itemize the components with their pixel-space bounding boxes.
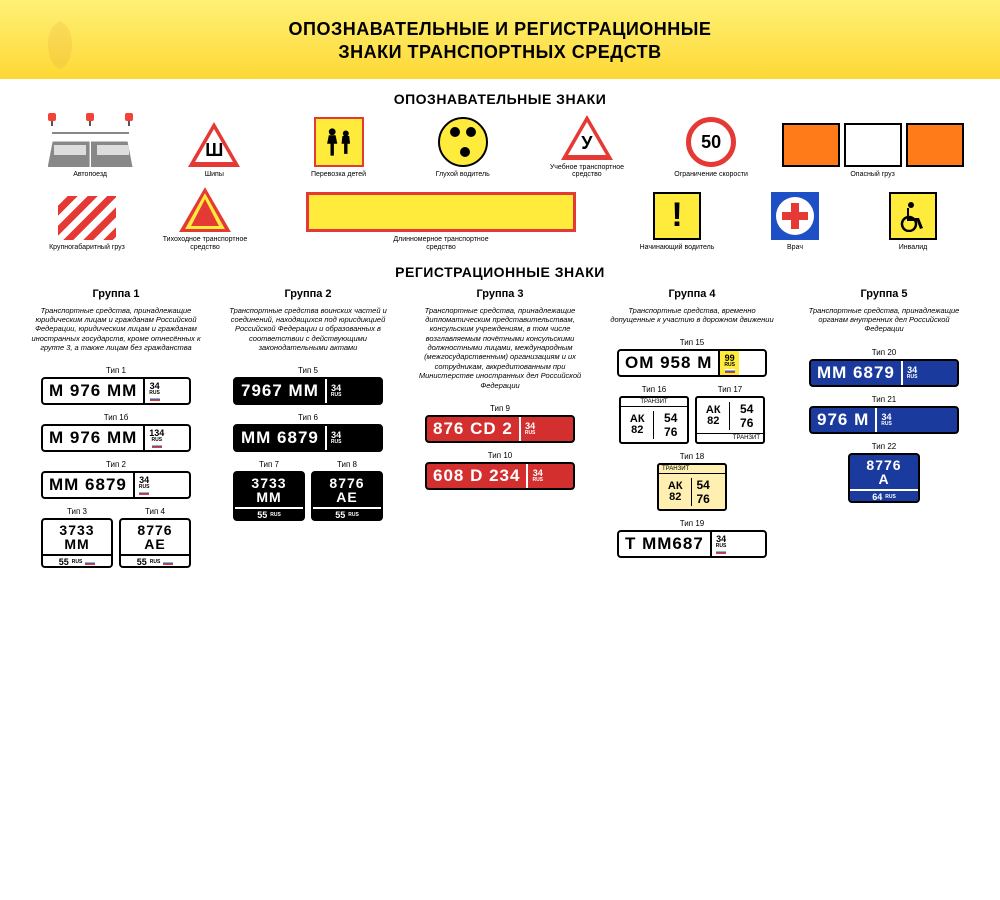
plate-type-2: ММ 687934RUS	[41, 471, 191, 499]
plate-label: Тип 4	[119, 507, 191, 516]
sign-hazardous-cargo: Опасный груз	[773, 123, 972, 179]
group-5-title: Группа 5	[860, 288, 907, 300]
long-vehicle-icon	[306, 192, 576, 232]
plate-type-1: М 976 ММ34RUS	[41, 377, 191, 405]
group-3-title: Группа 3	[476, 288, 523, 300]
plate-label: Тип 10	[488, 451, 512, 460]
group-1-desc: Транспортные средства, принадлежащие юри…	[31, 306, 201, 353]
id-section-title: ОПОЗНАВАТЕЛЬНЫЕ ЗНАКИ	[0, 91, 1000, 107]
plate-type-7: 3733ММ55RUS	[233, 471, 305, 521]
plate-type-1b: М 976 ММ134RUS	[41, 424, 191, 452]
plate-type-9: 876 CD 234RUS	[425, 415, 575, 443]
plate-type-16: ТРАНЗИТАК 8254 76	[619, 396, 689, 444]
plate-type-3: 3733ММ55RUS	[41, 518, 113, 568]
plate-label: Тип 1	[106, 366, 126, 375]
plate-label: Тип 6	[298, 413, 318, 422]
group-2-desc: Транспортные средства воинских частей и …	[223, 306, 393, 353]
sign-spikes: Ш Шипы	[152, 122, 276, 179]
plate-label: Тип 18	[680, 452, 704, 461]
sign-disabled: Инвалид	[854, 192, 972, 252]
id-signs-row-1: Автопоезд Ш Шипы Перевозка детей Глухой …	[0, 115, 1000, 179]
plate-type-15: ОМ 958 М99RUS	[617, 349, 767, 377]
group-3-desc: Транспортные средства, принадлежащие дип…	[415, 306, 585, 390]
plate-label: Тип 3	[41, 507, 113, 516]
sign-children: Перевозка детей	[276, 117, 400, 179]
registration-groups: Группа 1 Транспортные средства, принадле…	[0, 288, 1000, 573]
group-2: Группа 2 Транспортные средства воинских …	[216, 288, 400, 573]
plate-type-5: 7967 ММ34RUS	[233, 377, 383, 405]
group-4-desc: Транспортные средства, временно допущенн…	[607, 306, 777, 325]
group-1-title: Группа 1	[92, 288, 139, 300]
plate-label: Тип 20	[872, 348, 896, 357]
logo-icon	[30, 15, 90, 75]
sign-long-vehicle: Длинномерное транспортное средство	[264, 192, 618, 251]
plate-type-18: ТРАНЗИТАК 8254 76	[657, 463, 727, 511]
group-3: Группа 3 Транспортные средства, принадле…	[408, 288, 592, 573]
plate-label: Тип 19	[680, 519, 704, 528]
plate-label: Тип 2	[106, 460, 126, 469]
plate-label: Тип 9	[490, 404, 510, 413]
plate-label: Тип 1б	[104, 413, 129, 422]
plate-type-20: ММ 687934RUS	[809, 359, 959, 387]
plate-label: Тип 21	[872, 395, 896, 404]
plate-type-17: АК 8254 76ТРАНЗИТ	[695, 396, 765, 444]
spikes-icon: Ш	[188, 122, 240, 167]
sign-novice-driver: ! Начинающий водитель	[618, 192, 736, 252]
sign-speed-limit: 50 Ограничение скорости	[649, 117, 773, 179]
plate-type-4: 8776АЕ55RUS	[119, 518, 191, 568]
group-4: Группа 4 Транспортные средства, временно…	[600, 288, 784, 573]
plate-label: Тип 16	[619, 385, 689, 394]
sign-doctor: Врач	[736, 192, 854, 252]
plate-label: Тип 5	[298, 366, 318, 375]
plate-type-6: ММ 687934RUS	[233, 424, 383, 452]
plate-label: Тип 22	[872, 442, 896, 451]
sign-learner: У Учебное транспортное средство	[525, 115, 649, 179]
deaf-icon	[438, 117, 488, 167]
speed-limit-icon: 50	[686, 117, 736, 167]
doctor-icon	[771, 192, 819, 240]
header-banner: ОПОЗНАВАТЕЛЬНЫЕ И РЕГИСТРАЦИОННЫЕЗНАКИ Т…	[0, 0, 1000, 79]
oversize-icon	[58, 196, 116, 240]
group-5: Группа 5 Транспортные средства, принадле…	[792, 288, 976, 573]
reg-section-title: РЕГИСТРАЦИОННЫЕ ЗНАКИ	[0, 264, 1000, 280]
sign-slow-vehicle: Тихоходное транспортное средство	[146, 187, 264, 251]
slow-vehicle-icon	[179, 187, 231, 232]
plate-label: Тип 17	[695, 385, 765, 394]
sign-road-train: Автопоезд	[28, 122, 152, 179]
plate-type-21: 976 М34RUS	[809, 406, 959, 434]
plate-type-22: 8776А64RUS	[848, 453, 920, 503]
plate-label: Тип 8	[311, 460, 383, 469]
plate-label: Тип 15	[680, 338, 704, 347]
plate-type-10: 608 D 23434RUS	[425, 462, 575, 490]
disabled-icon	[889, 192, 937, 240]
hazmat-icon	[780, 123, 966, 167]
plate-type-8: 8776АЕ55RUS	[311, 471, 383, 521]
children-icon	[314, 117, 364, 167]
group-1: Группа 1 Транспортные средства, принадле…	[24, 288, 208, 573]
group-2-title: Группа 2	[284, 288, 331, 300]
plate-label: Тип 7	[233, 460, 305, 469]
id-signs-row-2: Крупногабаритный груз Тихоходное транспо…	[0, 187, 1000, 251]
plate-type-19: Т ММ68734RUS	[617, 530, 767, 558]
sign-oversize: Крупногабаритный груз	[28, 196, 146, 252]
group-5-desc: Транспортные средства, принадлежащие орг…	[799, 306, 969, 334]
sign-deaf-driver: Глухой водитель	[401, 117, 525, 179]
group-4-title: Группа 4	[668, 288, 715, 300]
novice-icon: !	[653, 192, 701, 240]
road-train-icon	[48, 122, 133, 167]
learner-icon: У	[561, 115, 613, 160]
main-title: ОПОЗНАВАТЕЛЬНЫЕ И РЕГИСТРАЦИОННЫЕЗНАКИ Т…	[0, 18, 1000, 65]
